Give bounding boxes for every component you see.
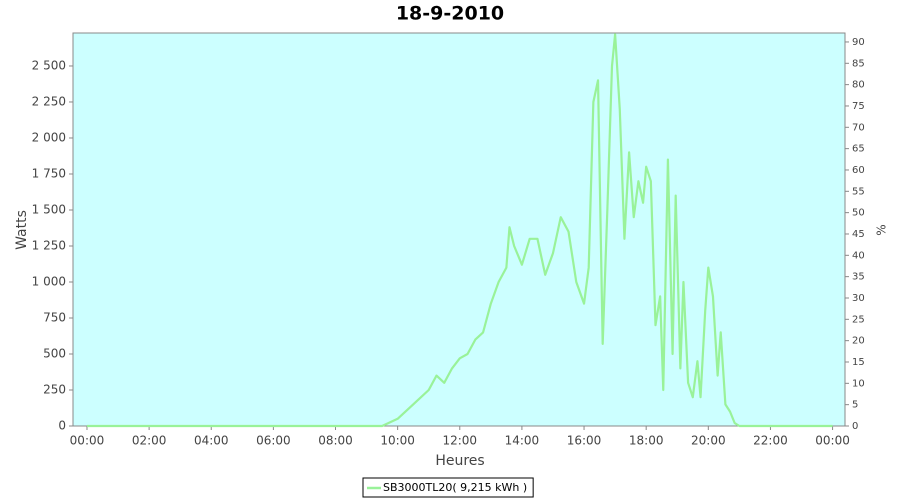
- plot-area: [72, 32, 846, 427]
- y2-tick-label: 80: [852, 80, 865, 91]
- y-tick-label: 0: [58, 419, 66, 433]
- y2-tick-label: 5: [852, 400, 858, 411]
- x-tick-label: 08:00: [318, 434, 353, 448]
- x-tick-label: 04:00: [194, 434, 229, 448]
- y2-tick-label: 40: [852, 250, 865, 261]
- x-axis-label: Heures: [435, 453, 484, 469]
- y2-tick-label: 0: [852, 421, 858, 432]
- y2-tick-label: 25: [852, 314, 865, 325]
- y-tick-label: 2 500: [32, 58, 66, 72]
- x-tick-label: 06:00: [256, 434, 291, 448]
- y-tick-label: 250: [43, 382, 66, 396]
- x-tick-label: 02:00: [132, 434, 167, 448]
- series-line: [86, 33, 833, 428]
- y-tick-label: 750: [43, 310, 66, 324]
- y2-tick-label: 90: [852, 37, 865, 48]
- y-tick-label: 1 000: [32, 274, 66, 288]
- y2-tick-label: 35: [852, 272, 865, 283]
- x-tick-label: 20:00: [691, 434, 726, 448]
- y2-axis-label: %: [875, 224, 889, 235]
- x-tick-label: 16:00: [567, 434, 602, 448]
- y2-tick-label: 55: [852, 186, 865, 197]
- legend: SB3000TL20( 9,215 kWh ): [362, 477, 534, 498]
- y-tick-label: 1 500: [32, 202, 66, 216]
- y2-tick-label: 15: [852, 357, 865, 368]
- x-tick-label: 18:00: [629, 434, 664, 448]
- y2-tick-label: 50: [852, 208, 865, 219]
- y-tick-label: 500: [43, 346, 66, 360]
- y2-tick-label: 70: [852, 122, 865, 133]
- x-tick-label: 22:00: [753, 434, 788, 448]
- x-tick-label: 12:00: [442, 434, 477, 448]
- y-tick-label: 1 750: [32, 166, 66, 180]
- y2-tick-label: 30: [852, 293, 865, 304]
- y-axis-label: Watts: [14, 210, 30, 250]
- y2-tick-label: 75: [852, 101, 865, 112]
- y2-tick-label: 20: [852, 336, 865, 347]
- y2-tick-label: 45: [852, 229, 865, 240]
- y-tick-label: 2 000: [32, 130, 66, 144]
- x-tick-label: 10:00: [380, 434, 415, 448]
- y-tick-label: 2 250: [32, 94, 66, 108]
- x-tick-label: 00:00: [70, 434, 105, 448]
- x-tick-label: 14:00: [505, 434, 540, 448]
- legend-box: [362, 477, 534, 498]
- chart-title: 18-9-2010: [396, 3, 504, 25]
- y2-tick-label: 85: [852, 58, 865, 69]
- y-tick-label: 1 250: [32, 238, 66, 252]
- x-tick-label: 00:00: [815, 434, 850, 448]
- y2-tick-label: 60: [852, 165, 865, 176]
- legend-label: SB3000TL20( 9,215 kWh ): [383, 481, 527, 494]
- y2-tick-label: 10: [852, 378, 865, 389]
- y2-tick-label: 65: [852, 144, 865, 155]
